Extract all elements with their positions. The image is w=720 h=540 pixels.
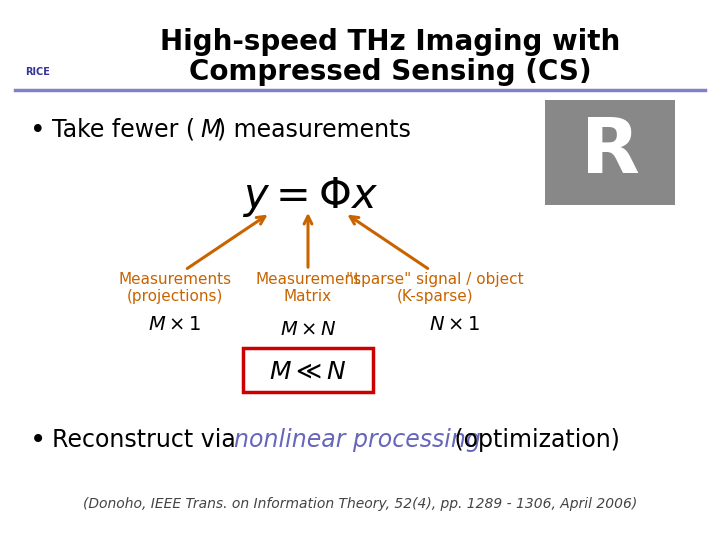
Text: Measurement
Matrix: Measurement Matrix — [256, 272, 361, 305]
Text: Take fewer (: Take fewer ( — [52, 118, 195, 142]
Text: "sparse" signal / object
(K-sparse): "sparse" signal / object (K-sparse) — [346, 272, 524, 305]
Text: $y = \Phi x$: $y = \Phi x$ — [242, 175, 378, 219]
Text: •: • — [30, 118, 45, 144]
Text: Measurements
(projections): Measurements (projections) — [118, 272, 232, 305]
Text: Reconstruct via: Reconstruct via — [52, 428, 243, 452]
Text: Compressed Sensing (CS): Compressed Sensing (CS) — [189, 58, 591, 86]
Bar — [243, 348, 373, 392]
Text: High-speed THz Imaging with: High-speed THz Imaging with — [160, 28, 620, 56]
Text: $M \times N$: $M \times N$ — [279, 320, 336, 339]
Text: $M \ll N$: $M \ll N$ — [269, 360, 347, 384]
Text: •: • — [30, 426, 46, 454]
Text: (optimization): (optimization) — [447, 428, 620, 452]
Text: ) measurements: ) measurements — [217, 118, 411, 142]
Bar — [545, 100, 675, 205]
Text: $N \times 1$: $N \times 1$ — [429, 315, 480, 334]
Text: nonlinear processing: nonlinear processing — [234, 428, 481, 452]
Text: $M \times 1$: $M \times 1$ — [148, 315, 202, 334]
Text: (Donoho, IEEE Trans. on Information Theory, 52(4), pp. 1289 - 1306, April 2006): (Donoho, IEEE Trans. on Information Theo… — [83, 497, 637, 511]
Text: R: R — [580, 115, 639, 189]
Text: RICE: RICE — [26, 67, 50, 77]
Text: $\mathit{M}$: $\mathit{M}$ — [200, 118, 222, 142]
